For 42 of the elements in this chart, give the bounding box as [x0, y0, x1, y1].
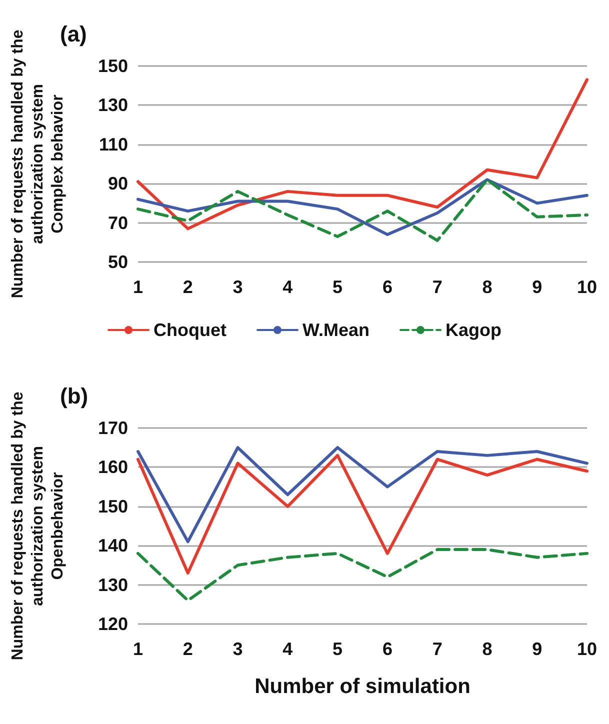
x-tick-label: 1: [132, 639, 144, 659]
x-tick-label: 10: [576, 639, 598, 659]
y-tick-label: 70: [108, 212, 128, 233]
x-tick-label: 6: [382, 639, 392, 659]
x-tick-label: 8: [482, 639, 492, 659]
legend-label: Choquet: [154, 320, 226, 340]
y-tick-label: 170: [98, 418, 128, 438]
x-tick-label: 2: [182, 277, 193, 297]
y-tick-label: 150: [98, 496, 128, 516]
line-series: [136, 446, 588, 544]
x-tick-label: 7: [432, 639, 442, 659]
x-tick-label: 4: [282, 277, 293, 297]
line-series: [136, 454, 588, 575]
chart-title: (b): [60, 384, 88, 408]
x-tick-label: 2: [182, 639, 193, 659]
y-tick-label: 160: [98, 457, 128, 478]
x-tick-label: 5: [332, 277, 343, 297]
x-tick-label: 6: [382, 277, 392, 297]
line-series: [136, 78, 588, 230]
y-tick-label: 130: [98, 95, 128, 116]
y-tick-label: 110: [98, 134, 128, 154]
y-tick-label: 50: [108, 252, 128, 272]
x-tick-label: 5: [332, 639, 343, 659]
x-tick-label: 10: [576, 277, 598, 297]
legend-label: Kagop: [446, 320, 502, 340]
x-tick-label: 9: [532, 639, 542, 659]
x-tick-label: 8: [482, 277, 492, 297]
y-tick-label: 140: [98, 536, 128, 556]
y-tick-label: 150: [98, 56, 128, 76]
legend-label: W.Mean: [302, 320, 370, 340]
x-axis-title: Number of simulation: [254, 675, 470, 698]
x-tick-label: 9: [532, 277, 542, 297]
x-tick-label: 3: [232, 639, 243, 659]
x-tick-label: 1: [132, 277, 144, 297]
y-tick-label: 130: [98, 574, 128, 595]
y-tick-label: 90: [108, 174, 128, 194]
x-tick-label: 3: [232, 277, 243, 297]
x-tick-label: 4: [282, 639, 293, 659]
line-series: [136, 548, 588, 602]
x-tick-label: 7: [432, 277, 442, 297]
chart-title: (a): [60, 22, 87, 46]
y-tick-label: 120: [98, 614, 128, 634]
